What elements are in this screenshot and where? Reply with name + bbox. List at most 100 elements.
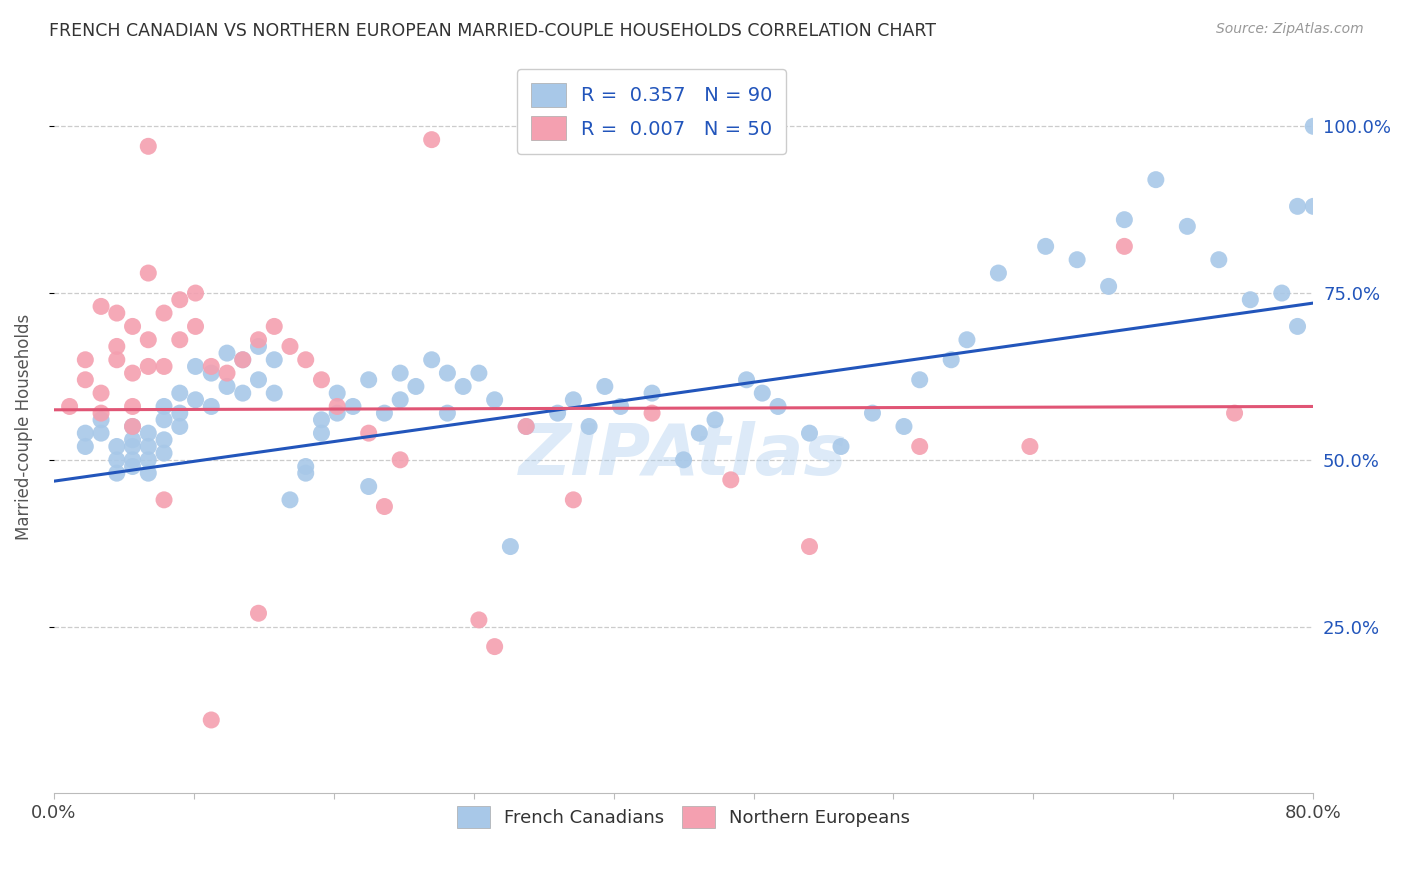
Point [169, 293, 191, 307]
Point [326, 386, 349, 401]
Point [215, 379, 238, 393]
Point [278, 339, 301, 353]
Point [562, 492, 585, 507]
Point [200, 400, 222, 414]
Point [389, 366, 412, 380]
Point [75, 373, 97, 387]
Point [342, 400, 364, 414]
Point [987, 266, 1010, 280]
Point [232, 386, 254, 401]
Point [484, 640, 506, 654]
Point [153, 446, 176, 460]
Point [515, 419, 537, 434]
Point [720, 473, 742, 487]
Point [294, 459, 316, 474]
Point [184, 359, 207, 374]
Point [1302, 120, 1324, 134]
Point [153, 400, 176, 414]
Point [1144, 172, 1167, 186]
Point [90, 406, 112, 420]
Point [58, 400, 80, 414]
Point [420, 133, 443, 147]
Point [735, 373, 758, 387]
Point [436, 406, 458, 420]
Point [263, 319, 285, 334]
Point [766, 400, 789, 414]
Point [436, 366, 458, 380]
Point [247, 373, 270, 387]
Point [326, 400, 349, 414]
Text: FRENCH CANADIAN VS NORTHERN EUROPEAN MARRIED-COUPLE HOUSEHOLDS CORRELATION CHART: FRENCH CANADIAN VS NORTHERN EUROPEAN MAR… [49, 22, 936, 40]
Point [105, 466, 128, 480]
Point [121, 440, 143, 454]
Point [499, 540, 522, 554]
Point [1114, 239, 1136, 253]
Point [311, 426, 333, 441]
Point [609, 400, 631, 414]
Point [468, 613, 491, 627]
Text: ZIPAtlas: ZIPAtlas [519, 421, 848, 491]
Point [1175, 219, 1198, 234]
Point [153, 413, 176, 427]
Point [105, 352, 128, 367]
Point [941, 352, 963, 367]
Point [136, 453, 159, 467]
Point [357, 426, 380, 441]
Point [105, 306, 128, 320]
Point [578, 419, 600, 434]
Point [136, 266, 159, 280]
Point [294, 466, 316, 480]
Point [153, 433, 176, 447]
Point [105, 440, 128, 454]
Y-axis label: Married-couple Households: Married-couple Households [15, 313, 32, 540]
Point [153, 306, 176, 320]
Point [672, 453, 695, 467]
Point [420, 352, 443, 367]
Point [326, 406, 349, 420]
Point [1097, 279, 1119, 293]
Point [278, 492, 301, 507]
Point [153, 359, 176, 374]
Point [184, 319, 207, 334]
Point [121, 366, 143, 380]
Point [468, 366, 491, 380]
Point [121, 419, 143, 434]
Point [1208, 252, 1230, 267]
Point [215, 346, 238, 360]
Point [200, 359, 222, 374]
Point [121, 319, 143, 334]
Point [75, 426, 97, 441]
Point [1286, 199, 1309, 213]
Point [1223, 406, 1246, 420]
Point [1019, 440, 1042, 454]
Point [247, 606, 270, 620]
Point [373, 406, 395, 420]
Point [90, 386, 112, 401]
Point [294, 352, 316, 367]
Point [799, 540, 821, 554]
Point [184, 392, 207, 407]
Point [263, 386, 285, 401]
Point [547, 406, 569, 420]
Text: Source: ZipAtlas.com: Source: ZipAtlas.com [1216, 22, 1364, 37]
Point [1302, 199, 1324, 213]
Point [121, 433, 143, 447]
Point [232, 352, 254, 367]
Point [247, 333, 270, 347]
Point [405, 379, 427, 393]
Point [688, 426, 710, 441]
Point [169, 333, 191, 347]
Point [75, 352, 97, 367]
Point [136, 466, 159, 480]
Point [136, 359, 159, 374]
Point [830, 440, 852, 454]
Point [105, 339, 128, 353]
Point [1239, 293, 1261, 307]
Point [373, 500, 395, 514]
Point [75, 440, 97, 454]
Point [105, 453, 128, 467]
Point [169, 386, 191, 401]
Point [751, 386, 773, 401]
Point [263, 352, 285, 367]
Point [90, 426, 112, 441]
